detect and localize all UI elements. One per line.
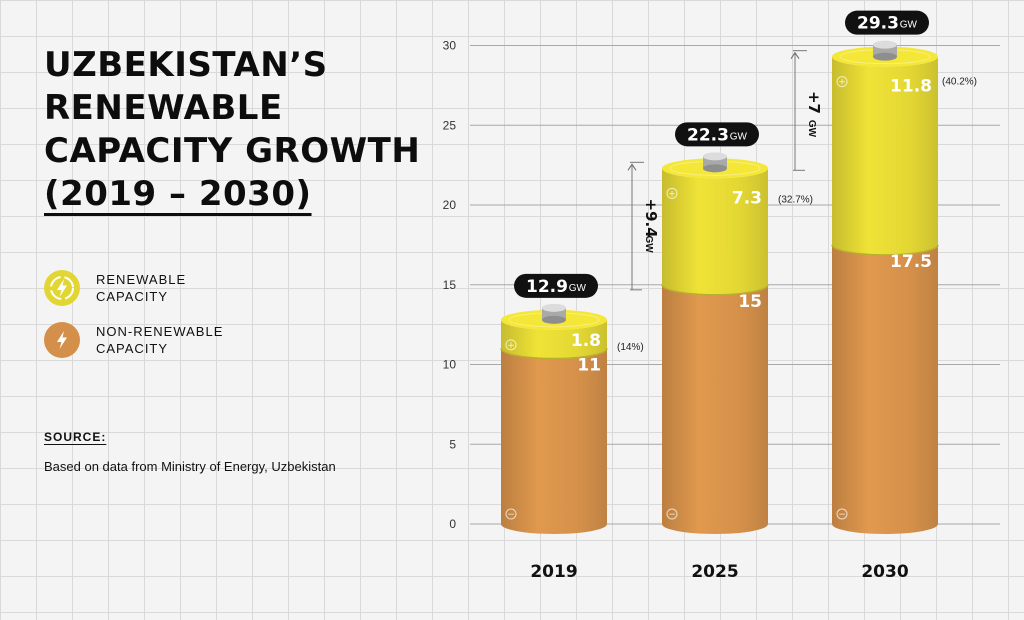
title-line-1: UZBEKISTAN’S	[44, 45, 328, 85]
growth-unit: GW	[643, 235, 654, 253]
battery-minus-glyph: −	[507, 510, 515, 520]
battery-plus-sign	[836, 76, 848, 88]
bar-non-renewable	[662, 284, 768, 534]
total-badge	[675, 122, 759, 147]
data-label-non-renewable: 11	[577, 356, 601, 376]
battery-plus-sign	[505, 339, 517, 351]
bar-renewable	[832, 56, 938, 255]
total-unit: GW	[900, 20, 918, 31]
segment-seam	[831, 244, 939, 256]
growth-arrow-head	[627, 163, 637, 171]
data-label-renewable: 1.8	[571, 331, 601, 351]
lightning-icon	[44, 322, 80, 358]
growth-arrow-head	[790, 51, 800, 59]
source-label: SOURCE:	[44, 430, 107, 444]
segment-seam	[500, 348, 608, 360]
data-label-renewable: 11.8	[890, 77, 932, 97]
title-line-3: CAPACITY GROWTH	[44, 131, 421, 171]
battery-terminal-base	[703, 164, 727, 173]
legend-label-non-renewable: NON-RENEWABLE CAPACITY	[96, 324, 224, 356]
renewable-share-label: (32.7%)	[778, 194, 813, 205]
battery-terminal-top	[542, 303, 566, 312]
y-tick-label: 15	[443, 278, 457, 292]
y-tick-label: 5	[449, 437, 456, 451]
segment-seam	[661, 284, 769, 296]
total-unit: GW	[730, 131, 748, 142]
total-badge	[514, 273, 598, 298]
total-badge	[845, 10, 929, 35]
battery-plus-glyph: +	[838, 78, 846, 88]
data-label-non-renewable: 15	[738, 292, 762, 312]
data-label-non-renewable: 17.5	[890, 252, 932, 272]
battery-minus-sign	[836, 508, 848, 520]
battery-plus-glyph: +	[668, 189, 676, 199]
total-value: 29.3	[857, 14, 899, 34]
y-tick-label: 0	[449, 517, 456, 531]
legend-item-non-renewable: NON-RENEWABLE CAPACITY	[44, 322, 246, 358]
battery-terminal-base	[542, 315, 566, 324]
battery-plus-glyph: +	[507, 341, 515, 351]
battery-plus-sign	[666, 187, 678, 199]
x-tick-label: 2019	[530, 562, 577, 582]
y-tick-label: 10	[443, 358, 457, 372]
battery-minus-glyph: −	[668, 510, 676, 520]
legend-item-renewable: RENEWABLE CAPACITY	[44, 270, 246, 306]
y-tick-label: 25	[443, 118, 457, 132]
battery-terminal-top	[703, 152, 727, 161]
renewable-share-label: (14%)	[617, 342, 644, 353]
data-label-renewable: 7.3	[732, 188, 762, 208]
battery-terminal-base	[873, 52, 897, 61]
title-line-2: RENEWABLE	[44, 88, 283, 128]
bar-renewable	[501, 319, 607, 359]
bar-non-renewable	[501, 348, 607, 534]
legend-label-renewable: RENEWABLE CAPACITY	[96, 272, 187, 304]
y-tick-label: 30	[443, 39, 457, 53]
growth-value: +7	[805, 91, 823, 114]
total-value: 12.9	[526, 277, 568, 297]
y-tick-label: 20	[443, 198, 457, 212]
chart-title: UZBEKISTAN’S RENEWABLE CAPACITY GROWTH (…	[44, 44, 420, 216]
x-tick-label: 2030	[861, 562, 908, 582]
battery-minus-sign	[505, 508, 517, 520]
growth-value: +9.4	[642, 199, 660, 238]
lightning-recycle-icon	[44, 270, 80, 306]
title-line-4: (2019 – 2030)	[44, 174, 312, 214]
bar-renewable	[662, 168, 768, 295]
total-unit: GW	[569, 283, 587, 294]
battery-minus-sign	[666, 508, 678, 520]
total-value: 22.3	[687, 125, 729, 145]
growth-unit: GW	[806, 120, 817, 138]
bar-non-renewable	[832, 244, 938, 534]
battery-terminal-top	[873, 40, 897, 49]
renewable-share-label: (40.2%)	[942, 77, 977, 88]
battery-minus-glyph: −	[838, 510, 846, 520]
x-tick-label: 2025	[691, 562, 738, 582]
source-text: Based on data from Ministry of Energy, U…	[44, 459, 336, 474]
